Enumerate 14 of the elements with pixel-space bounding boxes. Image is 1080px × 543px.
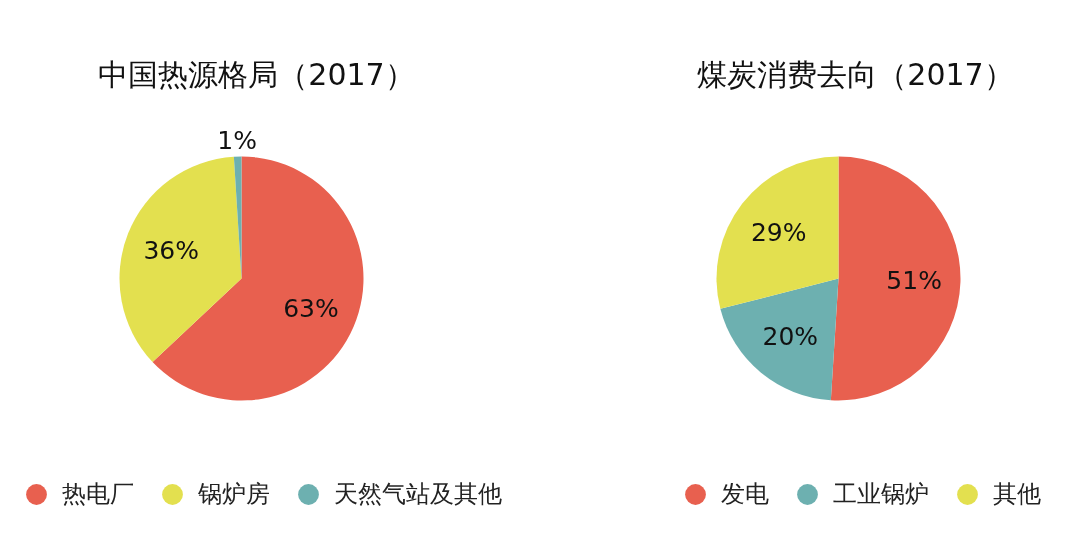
data-label: 51% bbox=[886, 266, 942, 296]
data-label: 1% bbox=[217, 126, 258, 156]
chart-title: 中国热源格局（2017） bbox=[98, 56, 415, 92]
legend-label: 热电厂 bbox=[62, 479, 134, 510]
chart-title: 煤炭消费去向（2017） bbox=[697, 56, 1014, 92]
data-label: 29% bbox=[750, 217, 807, 247]
legend-label: 天然气站及其他 bbox=[334, 479, 502, 510]
legend-label: 工业锅炉 bbox=[833, 479, 929, 510]
legend-label: 其他 bbox=[993, 479, 1041, 510]
legend-label: 发电 bbox=[721, 479, 769, 510]
data-label: 20% bbox=[762, 322, 819, 352]
data-label: 63% bbox=[283, 294, 339, 324]
legend-label: 锅炉房 bbox=[198, 479, 270, 510]
data-label: 36% bbox=[143, 236, 199, 266]
